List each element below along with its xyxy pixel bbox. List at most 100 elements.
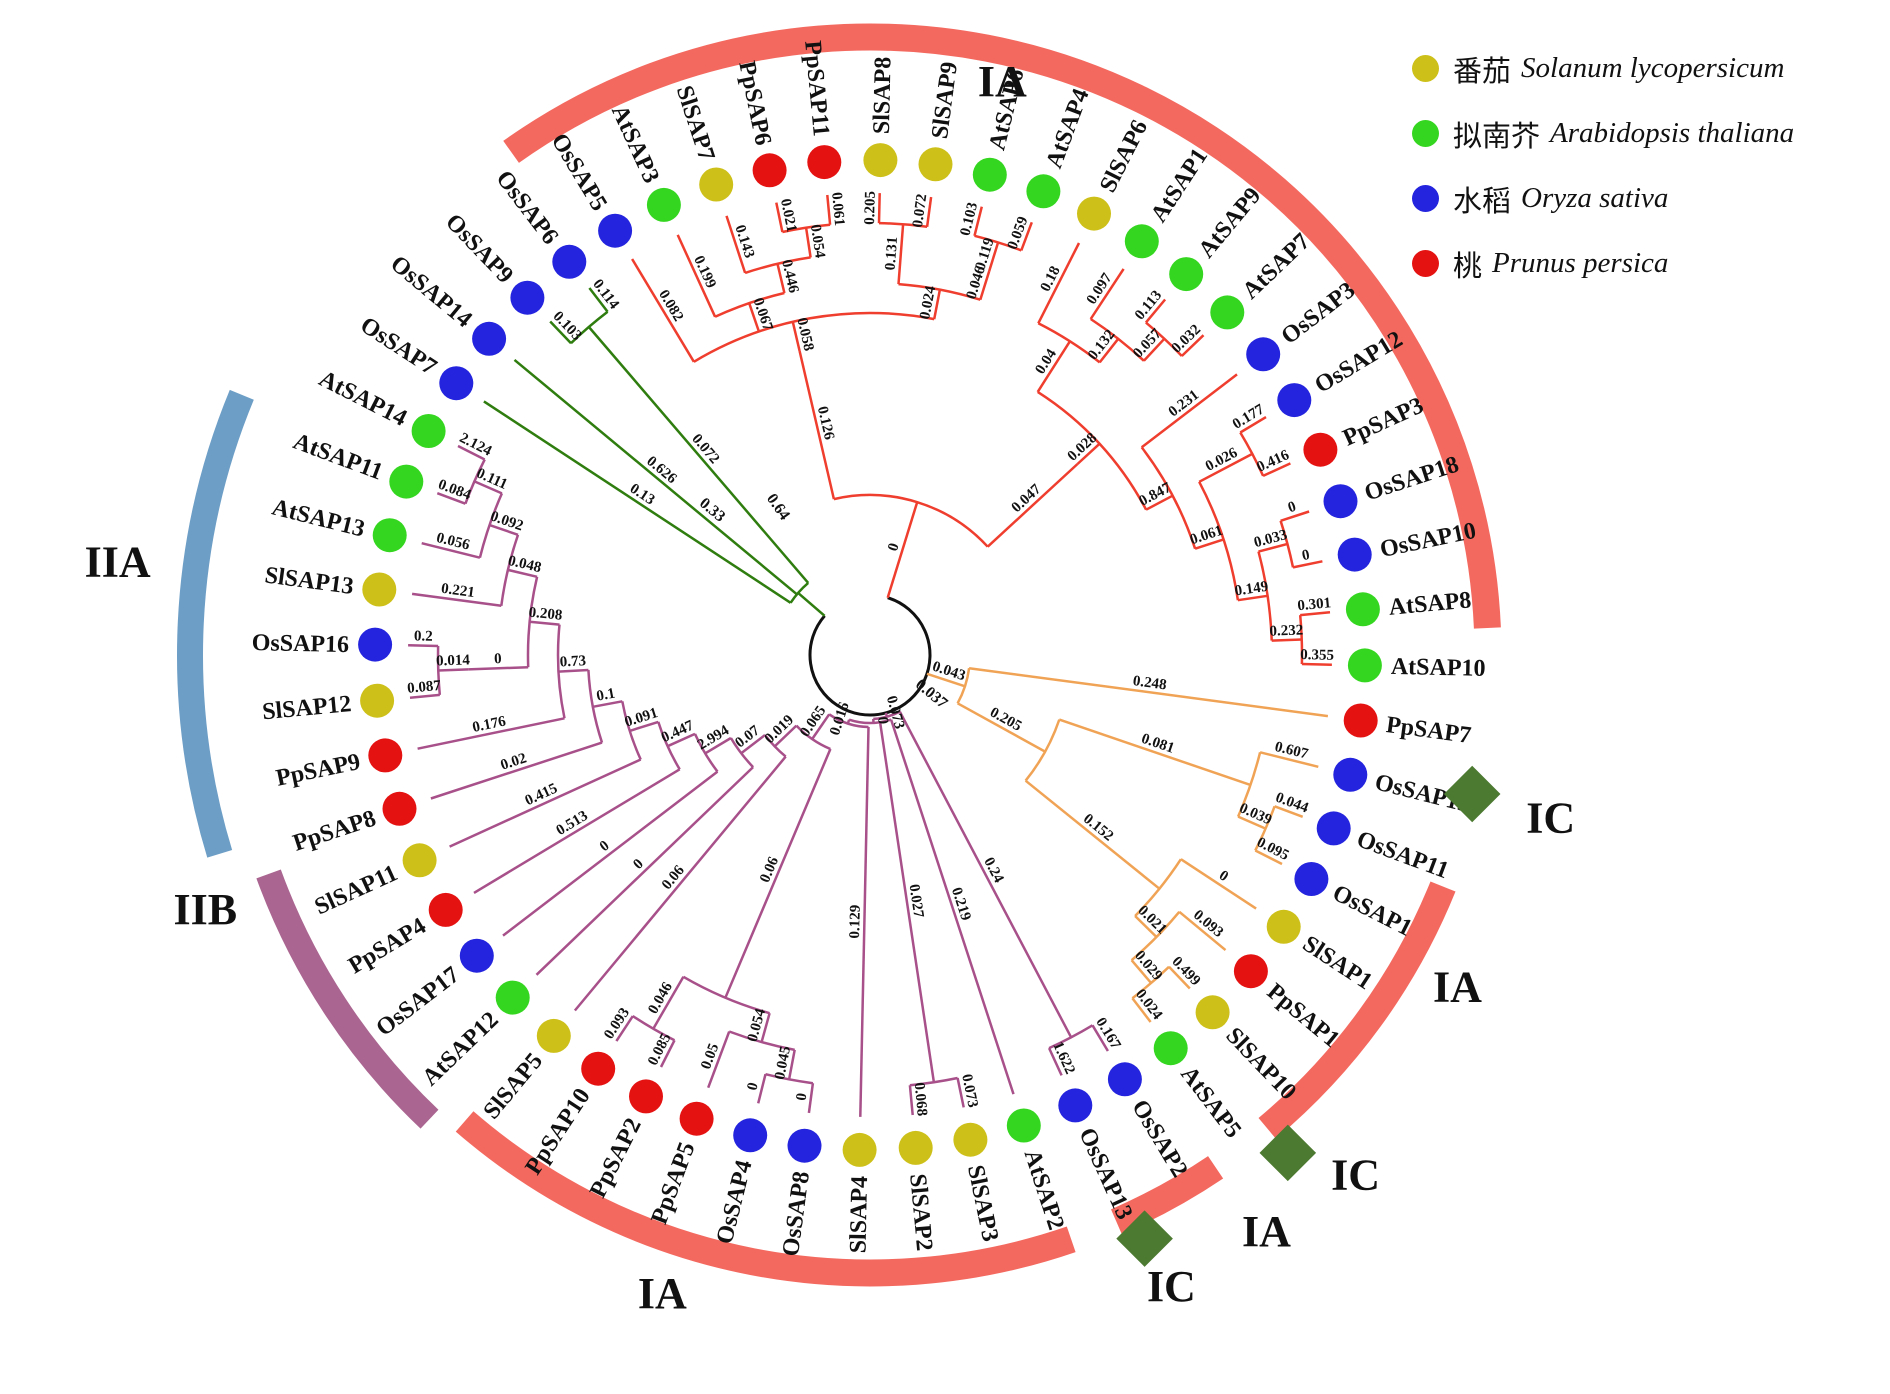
species-dot-sl (536, 1018, 571, 1053)
branch-line (592, 700, 623, 709)
group-label-IA: IA (1433, 962, 1482, 1011)
branch-line (529, 620, 560, 626)
species-dot-at (1169, 257, 1204, 292)
species-dot-sl (402, 843, 437, 878)
leaf-label: SlSAP7 (671, 83, 720, 165)
branch-line (629, 720, 659, 733)
leaf-label: PpSAP8 (290, 805, 379, 856)
leaf-label: SlSAP10 (1220, 1023, 1301, 1105)
species-dot-at (1347, 648, 1382, 683)
clade-arc (657, 721, 681, 770)
species-dot-sl (842, 1132, 877, 1167)
branch-line (760, 1012, 771, 1043)
branch-line (1168, 965, 1191, 990)
leaf-label: OsSAP1 (1328, 880, 1416, 942)
branch-line (417, 717, 565, 750)
leaf-label: PpSAP10 (521, 1084, 596, 1180)
branch-line (1142, 337, 1166, 362)
clade-arc (587, 669, 604, 743)
species-dot-os (1333, 757, 1368, 792)
species-dot-os (552, 244, 587, 279)
clade-arc (682, 975, 770, 1015)
branch-line (1130, 959, 1153, 984)
clade-arc (828, 713, 869, 729)
branch-value: 0.232 (1269, 623, 1303, 640)
clade-arc (478, 492, 504, 559)
clade-arc (693, 311, 935, 363)
branch-line (776, 263, 786, 294)
branch-line (483, 400, 792, 604)
leaf-label: SlSAP3 (962, 1163, 1003, 1244)
clade-arc (744, 256, 811, 275)
branch-value: 0.014 (436, 652, 471, 669)
branch-line (1134, 915, 1158, 938)
branch-line (1280, 510, 1310, 522)
species-dot-os (459, 938, 494, 973)
branch-line (1098, 338, 1120, 364)
clade-arc (1134, 858, 1182, 917)
branch-line (878, 722, 936, 1083)
leaf-label: OsSAP4 (712, 1158, 758, 1247)
branch-line (409, 693, 440, 699)
branch-line (1145, 494, 1174, 511)
leaf-label: AtSAP1 (1146, 144, 1213, 227)
branch-value: 0 (494, 651, 502, 667)
legend-latin-label: Oryza sativa (1521, 182, 1669, 214)
leaf-label: OsSAP12 (1310, 326, 1407, 398)
branch-value: 0.301 (1297, 595, 1332, 614)
branch-line (1237, 594, 1268, 602)
leaf-label: OsSAP13 (1073, 1124, 1137, 1223)
clade-arc (500, 534, 520, 606)
leaf-label: SlSAP11 (311, 860, 402, 920)
branch-line (1198, 452, 1253, 483)
clade-arc (1236, 751, 1262, 818)
leaf-label: AtSAP11 (290, 429, 387, 486)
species-dot-os (1058, 1088, 1093, 1123)
branch-line (473, 768, 681, 894)
branch-line (1020, 221, 1033, 251)
legend-item-tomato: 番茄 Solanum lycopersicum (1412, 36, 1794, 101)
branch-line (1140, 373, 1238, 449)
species-dot-os (439, 366, 474, 401)
branch-value: 0.131 (883, 236, 902, 271)
clade-arc (1130, 911, 1181, 962)
species-dot-at (972, 157, 1007, 192)
branch-line (973, 206, 984, 237)
group-arc-IA-top (503, 23, 1501, 629)
group-label-IIA: IIA (85, 538, 151, 587)
species-dot-pp (1343, 703, 1378, 738)
branch-value: 0.073 (958, 1073, 981, 1109)
branch-line (897, 224, 905, 285)
clade-arc (833, 493, 989, 548)
branch-value: 0.02 (499, 750, 529, 773)
branch-line (956, 1077, 965, 1108)
leaf-label: AtSAP2 (1019, 1146, 1069, 1233)
species-dot-sl (1266, 909, 1301, 944)
species-dot-pp (382, 791, 417, 826)
leaf-label: AtSAP5 (1175, 1062, 1246, 1143)
leaf-label: OsSAP14 (385, 251, 477, 333)
branch-line (986, 463, 1079, 548)
branch-line (889, 719, 1015, 1095)
branch-line (667, 732, 696, 748)
branch-value: 0.2 (414, 628, 433, 644)
species-dot-at (1124, 224, 1159, 259)
branch-line (1036, 340, 1071, 393)
leaf-label: SlSAP12 (261, 691, 352, 725)
branch-line (573, 755, 787, 1012)
leaf-label: AtSAP12 (417, 1007, 503, 1091)
leaf-label: SlSAP4 (845, 1176, 873, 1254)
species-dot-pp (581, 1051, 616, 1086)
branch-value: 0.058 (793, 316, 816, 352)
branch-value: 0 (1286, 499, 1298, 517)
root-branch-value: 0.037 (912, 676, 951, 712)
group-arc-IIA (177, 389, 254, 858)
leaf-label: AtSAP9 (1194, 183, 1267, 263)
leaf-label: PpSAP1 (1262, 979, 1344, 1054)
branch-value: 0.06 (659, 862, 688, 893)
branch-value: 0 (794, 1092, 811, 1102)
species-dot-os (510, 280, 545, 315)
leaf-label: OsSAP9 (440, 209, 518, 289)
clade-arc (956, 668, 971, 704)
